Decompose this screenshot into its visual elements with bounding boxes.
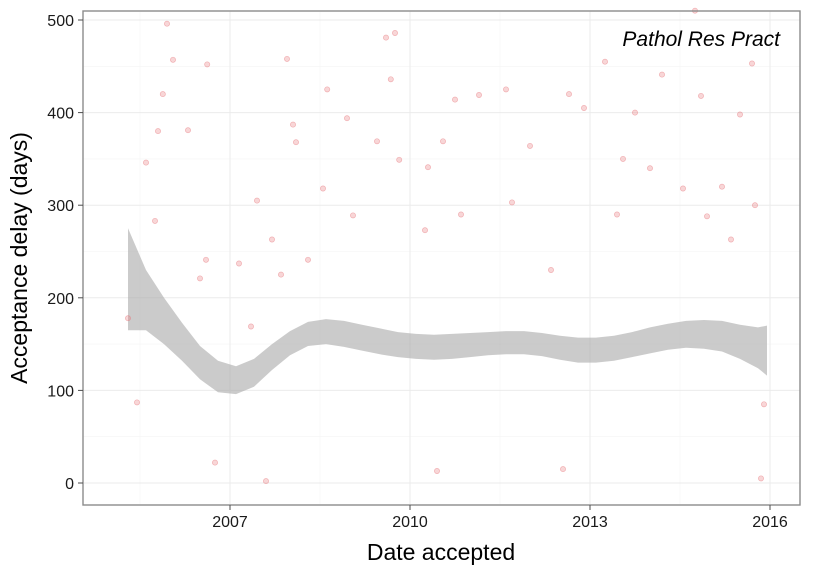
plot-background	[83, 11, 800, 505]
data-point	[159, 91, 166, 98]
data-point	[719, 183, 725, 190]
data-point	[383, 34, 389, 41]
data-point	[560, 466, 566, 473]
data-point	[458, 211, 464, 218]
data-point	[143, 159, 149, 166]
data-point	[704, 213, 710, 220]
data-point	[434, 468, 440, 474]
data-points	[125, 7, 767, 485]
data-point	[125, 315, 131, 322]
data-point	[476, 92, 482, 98]
x-axis: 2007 2010 2013 2016	[212, 505, 788, 531]
grid	[83, 11, 800, 505]
data-point	[392, 30, 398, 36]
data-point	[396, 156, 403, 163]
data-point	[602, 58, 608, 65]
data-point	[752, 202, 758, 209]
data-point	[293, 139, 299, 146]
y-tick-label: 100	[47, 383, 74, 400]
data-point	[236, 260, 242, 267]
confidence-band	[128, 228, 767, 395]
data-point	[305, 256, 311, 263]
data-point	[284, 55, 290, 62]
y-tick-label: 300	[47, 198, 74, 215]
data-point	[324, 86, 331, 93]
data-point	[320, 185, 326, 192]
y-tick-label: 400	[47, 106, 74, 123]
data-point	[728, 236, 734, 243]
x-tick-label: 2010	[392, 514, 428, 531]
data-point	[170, 56, 176, 63]
data-point	[527, 142, 533, 149]
data-point	[152, 217, 158, 224]
y-axis-title: Acceptance delay (days)	[6, 132, 32, 384]
data-point	[632, 109, 638, 116]
data-point	[749, 60, 755, 67]
x-axis-title: Date accepted	[367, 539, 515, 565]
data-point	[374, 138, 380, 145]
data-point	[155, 128, 161, 135]
plot-border	[82, 10, 801, 506]
data-point	[620, 155, 626, 162]
data-point	[263, 478, 269, 485]
y-axis: 0 100 200 300 400 500	[47, 13, 83, 493]
data-point	[422, 227, 428, 234]
data-point	[581, 105, 587, 111]
data-point	[737, 111, 743, 118]
data-point	[387, 76, 394, 83]
data-point	[761, 401, 767, 408]
data-point	[185, 127, 191, 134]
data-point	[248, 323, 254, 330]
data-point	[164, 20, 170, 27]
data-point	[614, 211, 620, 218]
data-point	[203, 256, 209, 263]
journal-annotation: Pathol Res Pract	[622, 28, 781, 51]
data-point	[425, 164, 431, 171]
y-tick-label: 0	[65, 476, 74, 493]
x-tick-label: 2016	[752, 514, 788, 531]
data-point	[212, 459, 218, 466]
data-point	[290, 121, 296, 128]
smooth-band	[128, 228, 767, 395]
data-point	[278, 271, 284, 278]
y-tick-label: 500	[47, 13, 74, 30]
data-point	[659, 71, 665, 78]
data-point	[350, 212, 356, 219]
data-point	[509, 199, 515, 206]
data-point	[680, 185, 686, 192]
data-point	[344, 115, 350, 122]
y-tick-label: 200	[47, 291, 74, 308]
data-point	[647, 165, 653, 172]
data-point	[134, 399, 140, 406]
data-point	[758, 475, 764, 482]
x-tick-label: 2013	[572, 514, 608, 531]
data-point	[197, 275, 203, 282]
data-point	[269, 236, 275, 243]
data-point	[254, 197, 260, 204]
data-point	[566, 91, 572, 98]
data-point	[698, 92, 704, 99]
x-tick-label: 2007	[212, 514, 248, 531]
data-point	[503, 86, 509, 93]
data-point	[548, 267, 554, 273]
data-point	[452, 96, 458, 103]
data-point	[204, 61, 211, 68]
data-point	[440, 138, 446, 145]
